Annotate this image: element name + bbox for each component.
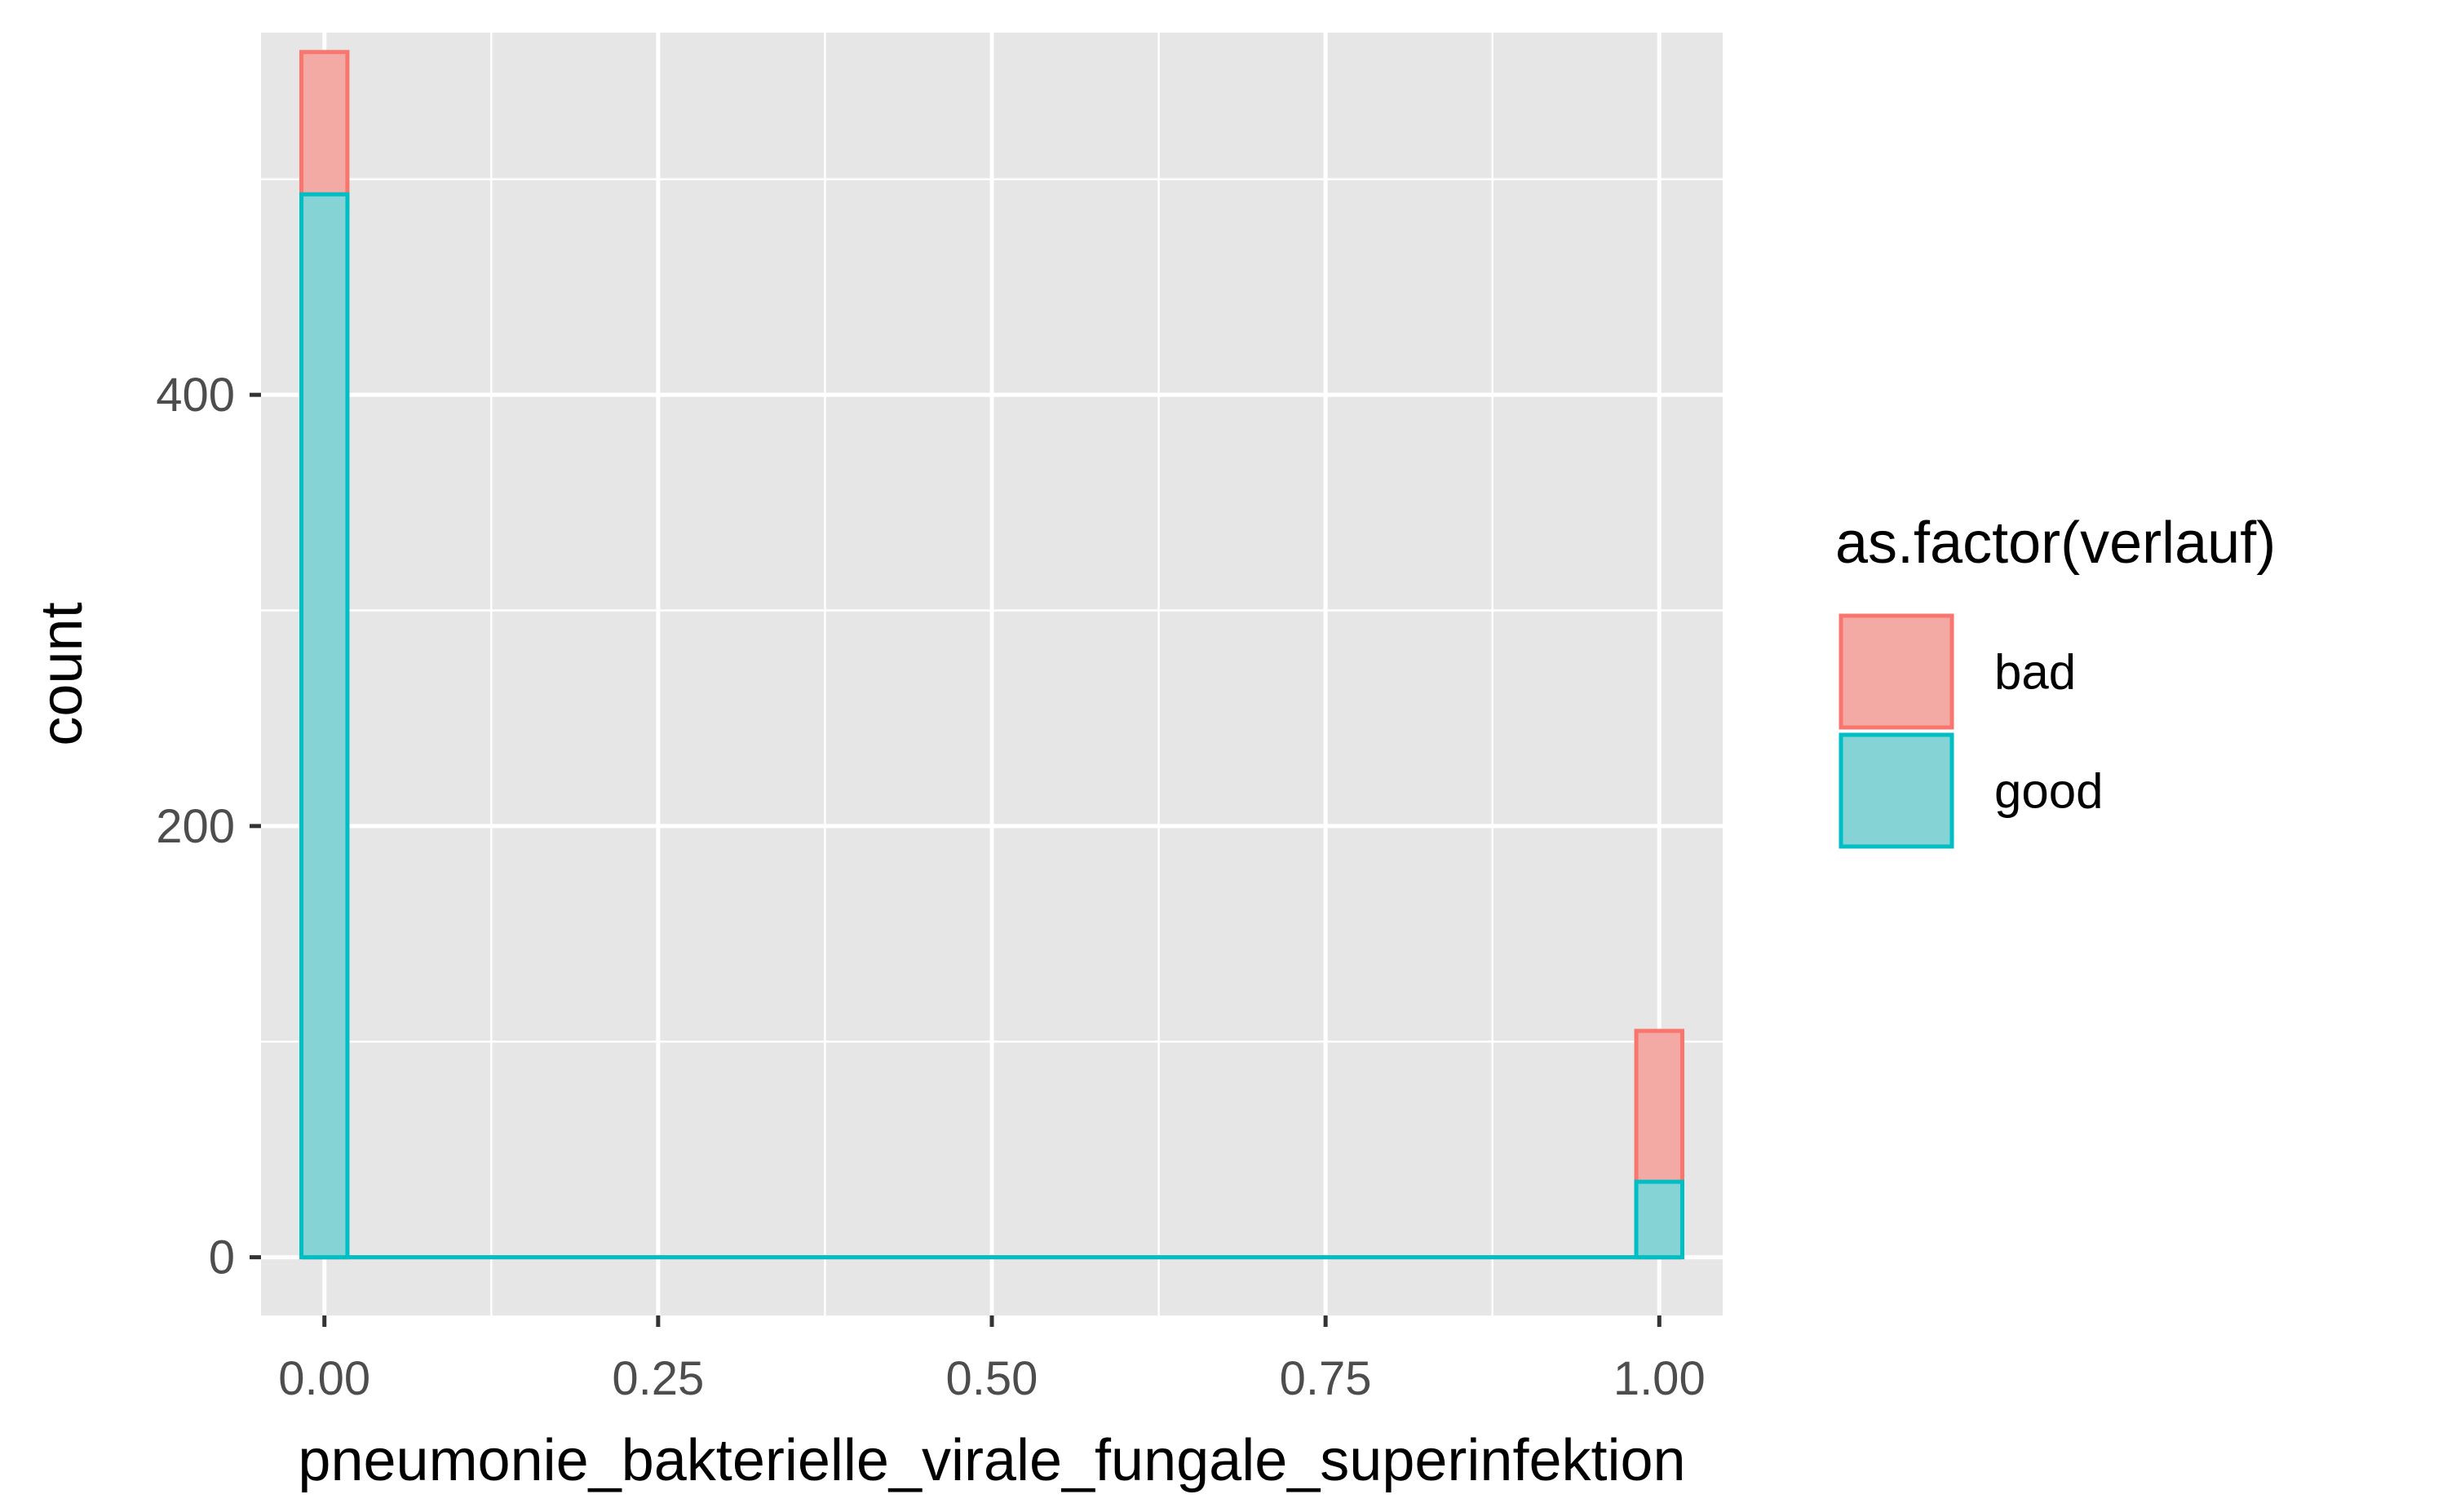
legend-key-bad bbox=[1839, 613, 1954, 730]
bar-good-1 bbox=[1634, 1179, 1684, 1260]
legend-key-good bbox=[1839, 732, 1954, 849]
y-tick-label: 200 bbox=[156, 800, 235, 853]
y-axis-title: count bbox=[29, 602, 95, 745]
x-tick-label: 0.25 bbox=[612, 1352, 704, 1405]
x-tick-label: 1.00 bbox=[1613, 1352, 1706, 1405]
x-tick-label: 0.50 bbox=[946, 1352, 1038, 1405]
x-tick-label: 0.75 bbox=[1280, 1352, 1372, 1405]
axis-ticks: 0.00 0.25 0.50 0.75 1.00 0 200 400 bbox=[156, 369, 1705, 1405]
legend-label-bad: bad bbox=[1994, 645, 2076, 700]
x-tick-label: 0.00 bbox=[278, 1352, 370, 1405]
legend-title: as.factor(verlauf) bbox=[1835, 511, 2276, 576]
y-tick-label: 400 bbox=[156, 369, 235, 422]
y-tick-label: 0 bbox=[209, 1231, 235, 1284]
legend-label-good: good bbox=[1994, 764, 2103, 819]
x-axis-title: pneumonie_bakterielle_virale_fungale_sup… bbox=[298, 1428, 1685, 1493]
legend: as.factor(verlauf) bad good bbox=[1835, 511, 2276, 849]
bar-good-0 bbox=[299, 192, 350, 1260]
histogram-bars bbox=[299, 50, 1684, 1260]
